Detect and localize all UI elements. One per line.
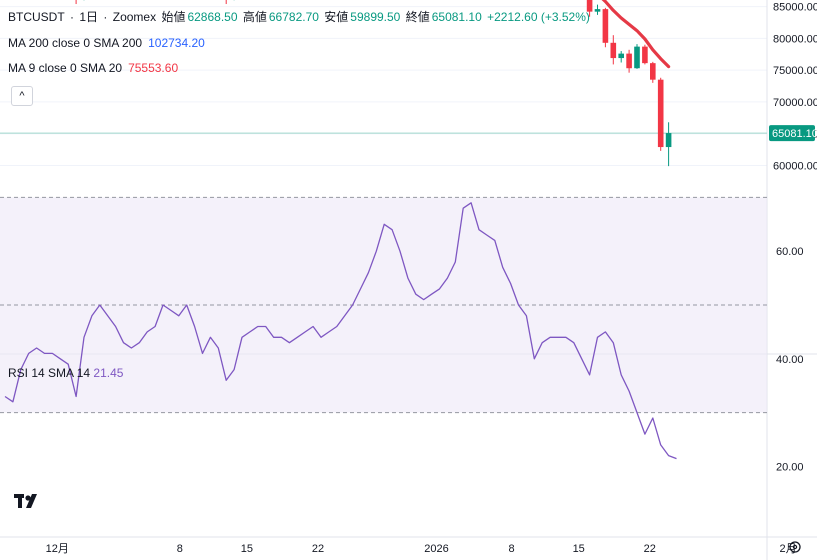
candle-body (642, 46, 648, 64)
ma200-value: 102734.20 (148, 36, 205, 50)
symbol-name[interactable]: BTCUSDT (8, 10, 65, 24)
low-value: 59899.50 (350, 10, 401, 24)
candle-body (626, 53, 632, 69)
price-tick-label: 85000.00 (773, 2, 817, 14)
rsi-pane: 20.00 40.00 60.00 (0, 196, 804, 473)
rsi-name: RSI 14 SMA 14 (8, 366, 91, 380)
price-tick-label: 75000.00 (773, 65, 817, 77)
price-tick-label: 60000.00 (773, 160, 817, 172)
candle (594, 4, 601, 15)
candle (225, 0, 227, 5)
last-price-badge (769, 125, 815, 142)
candle (650, 61, 656, 83)
time-tick-label: 22 (644, 543, 656, 555)
candle-body (618, 53, 624, 59)
time-tick-label: 22 (312, 543, 324, 555)
rsi-tick-label: 20.00 (776, 461, 804, 473)
time-tick-label: 2月 (779, 543, 796, 555)
low-label: 安値 (324, 10, 349, 24)
rsi-line (4, 202, 677, 460)
high-label: 高値 (242, 10, 267, 24)
time-tick-label: 15 (241, 543, 253, 555)
close-label: 終値 (405, 10, 430, 24)
rsi-tick-label: 60.00 (776, 246, 804, 258)
time-tick-label: 12月 (46, 543, 69, 555)
ma9-name: MA 9 close 0 SMA 20 (8, 61, 123, 75)
candle (586, 0, 593, 17)
candle-body (602, 9, 609, 43)
candles-layer (75, 0, 672, 167)
candle-body (594, 9, 601, 12)
candle-body (650, 63, 656, 80)
candle (602, 7, 609, 48)
gear-icon[interactable] (788, 540, 802, 554)
candle-body (634, 46, 640, 69)
open-value: 62868.50 (187, 10, 238, 24)
time-tick-label: 2026 (424, 543, 448, 555)
rsi-tick-label: 40.00 (776, 354, 804, 366)
time-tick-label: 15 (573, 543, 585, 555)
price-axis[interactable]: 60000.0065000.0070000.0075000.0080000.00… (769, 0, 817, 172)
change-value: +2212.60 (+3.52%) (487, 10, 590, 24)
last-price-label: 65081.10 (772, 128, 817, 140)
exchange-sep: · (103, 10, 108, 24)
candle (642, 44, 648, 65)
candle (610, 35, 617, 65)
price-tick-label: 70000.00 (773, 97, 817, 109)
ma200-name: MA 200 close 0 SMA 200 (8, 36, 143, 50)
candle-body (665, 133, 672, 148)
time-tick-label: 8 (508, 543, 514, 555)
collapse-legend-button[interactable]: ^ (11, 86, 33, 106)
candle (626, 49, 632, 73)
close-value: 65081.10 (431, 10, 482, 24)
symbol-header: BTCUSDT · 1日 · Zoomex 始値 62868.50 高値 66782… (8, 8, 592, 25)
chevron-up-icon: ^ (19, 90, 25, 102)
interval-sep: · (70, 10, 75, 24)
candle (657, 77, 664, 151)
high-value: 66782.70 (268, 10, 319, 24)
interval[interactable]: 1日 (79, 10, 99, 24)
open-label: 始値 (161, 10, 186, 24)
candle (634, 44, 640, 69)
candle-body (657, 79, 664, 148)
rsi-legend[interactable]: RSI 14 SMA 14 21.45 (8, 366, 123, 380)
candle-body (610, 42, 617, 59)
time-axis[interactable]: 12月815222026815222月815 (46, 543, 817, 555)
time-tick-label: 8 (177, 543, 183, 555)
candle (618, 51, 624, 63)
candle (665, 122, 672, 167)
ma200-legend[interactable]: MA 200 close 0 SMA 200 102734.20 (8, 36, 205, 50)
ma9-value: 75553.60 (128, 61, 179, 75)
ma9-legend[interactable]: MA 9 close 0 SMA 20 75553.60 (8, 61, 178, 75)
price-tick-label: 80000.00 (773, 33, 817, 45)
exchange-name: Zoomex (112, 10, 157, 24)
rsi-value: 21.45 (93, 366, 124, 380)
candle-body (586, 0, 593, 12)
tradingview-logo-icon[interactable] (12, 490, 44, 512)
